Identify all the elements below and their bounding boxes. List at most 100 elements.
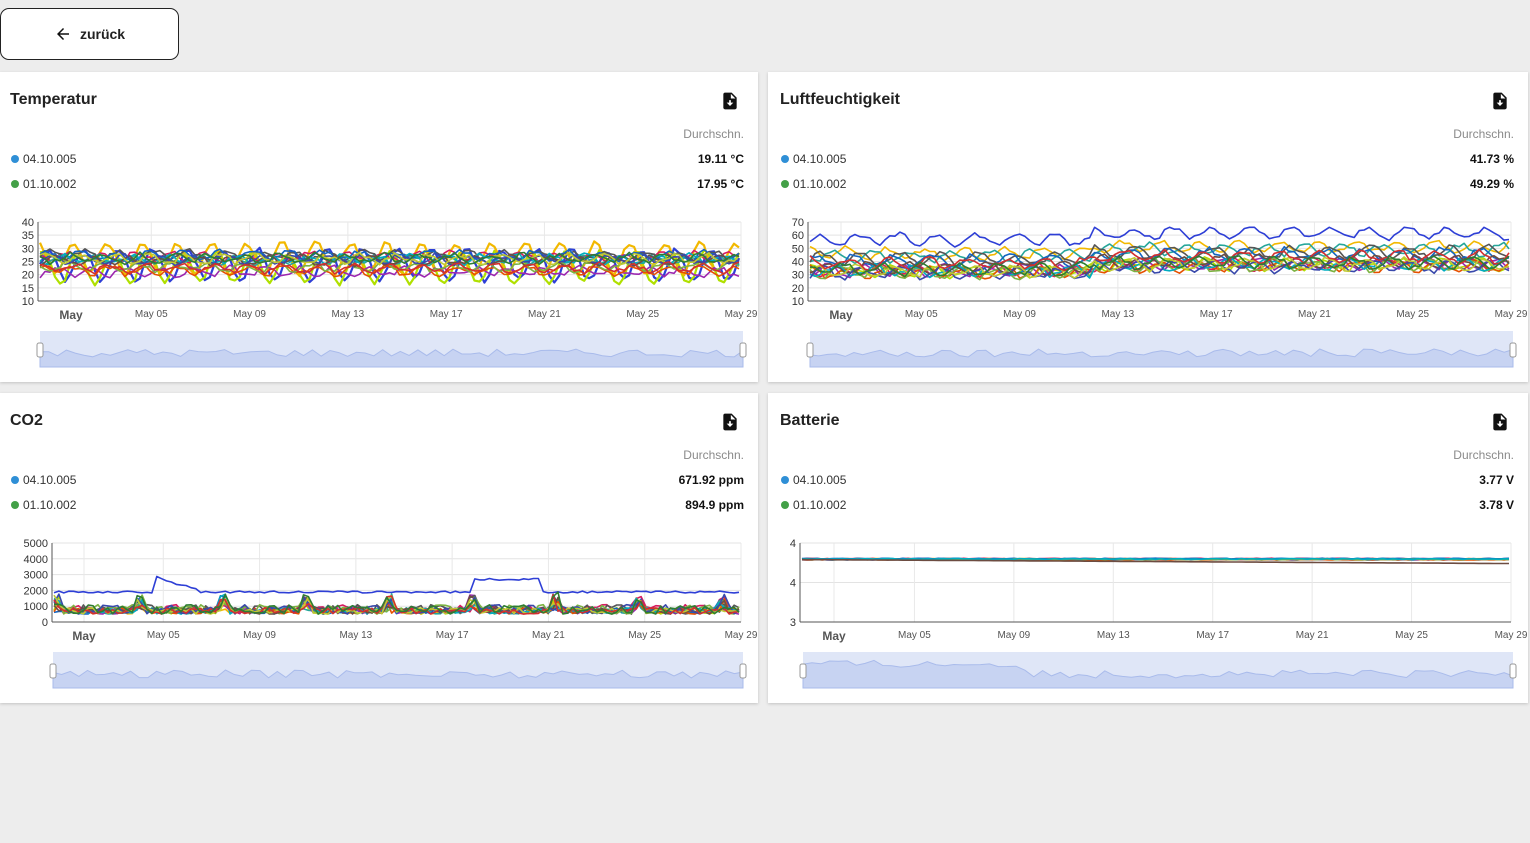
x-tick-label: May 21: [1296, 630, 1329, 641]
back-button[interactable]: zurück: [0, 8, 179, 60]
arrow-left-icon: [56, 28, 69, 40]
x-tick-label: May 25: [628, 630, 661, 641]
y-tick-label: 3: [790, 617, 796, 629]
y-tick-label: 50: [792, 243, 804, 255]
sensor-average-value: 49.29 %: [1469, 177, 1514, 191]
series-line: [39, 251, 740, 266]
x-tick-label: May 13: [339, 630, 372, 641]
sensor-name: 01.10.002: [793, 177, 847, 191]
sensor-name: 01.10.002: [793, 498, 847, 512]
series-line: [801, 557, 1510, 561]
series-line: [53, 591, 740, 615]
y-tick-label: 25: [22, 257, 34, 269]
series-line: [38, 240, 740, 278]
legend-sensor-1[interactable]: 04.10.005: [11, 473, 76, 487]
navigator-right-handle[interactable]: [739, 663, 747, 679]
series-line: [809, 255, 1510, 278]
y-tick-label: 30: [792, 270, 804, 282]
navigator-area: [802, 659, 1514, 689]
x-tick-label: May 09: [1003, 309, 1036, 320]
export-file-icon[interactable]: [720, 90, 740, 112]
legend-sensor-1[interactable]: 04.10.005: [781, 473, 846, 487]
battery-line-chart[interactable]: 4 4 3 May May 05 May 09 May 13 May 17 May 21 May …: [770, 531, 1528, 696]
panel-title: Luftfeuchtigkeit: [780, 91, 900, 108]
navigator-right-handle[interactable]: [1509, 342, 1517, 358]
x-tick-label: May 21: [1298, 309, 1331, 320]
x-tick-label: May 17: [1196, 630, 1229, 641]
navigator-left-handle[interactable]: [799, 663, 807, 679]
x-tick-label: May: [829, 308, 853, 322]
series-line: [39, 261, 740, 275]
legend-sensor-1[interactable]: 04.10.005: [781, 152, 846, 166]
export-file-icon[interactable]: [720, 411, 740, 433]
export-file-icon[interactable]: [1490, 411, 1510, 433]
legend-sensor-2[interactable]: 01.10.002: [11, 177, 76, 191]
navigator-left-handle[interactable]: [806, 342, 814, 358]
x-tick-label: May 17: [1200, 309, 1233, 320]
back-button-label: zurück: [79, 26, 126, 42]
x-tick-label: May 21: [528, 309, 561, 320]
x-tick-label: May: [822, 629, 846, 643]
y-tick-label: 10: [792, 296, 804, 308]
x-tick-label: May 29: [725, 630, 758, 641]
navigator-area: [52, 669, 744, 689]
y-tick-label: 3000: [24, 570, 48, 582]
y-tick-label: 4: [790, 578, 796, 590]
co2-line-chart[interactable]: 5000 4000 3000 2000 1000 0 May May 05 May 09 May …: [0, 531, 758, 696]
y-tick-label: 60: [792, 230, 804, 242]
navigator-left-handle[interactable]: [49, 663, 57, 679]
series-line: [39, 248, 740, 287]
y-tick-label: 4000: [24, 554, 48, 566]
sensor-average-value: 41.73 %: [1469, 152, 1514, 166]
sensor-average-value: 671.92 ppm: [678, 473, 744, 487]
sensor-name: 01.10.002: [23, 177, 77, 191]
x-tick-label: May 05: [135, 309, 168, 320]
legend-sensor-2[interactable]: 01.10.002: [11, 498, 76, 512]
navigator-area: [809, 348, 1514, 368]
x-tick-label: May 13: [1097, 630, 1130, 641]
x-tick-label: May 17: [436, 630, 469, 641]
navigator-left-handle[interactable]: [36, 342, 44, 358]
x-tick-label: May 09: [243, 630, 276, 641]
sensor-name: 04.10.005: [23, 473, 77, 487]
panel-batterie: [768, 393, 1528, 703]
x-tick-label: May: [59, 308, 83, 322]
y-tick-label: 5000: [24, 538, 48, 550]
sensor-name: 04.10.005: [793, 473, 847, 487]
sensor-name: 04.10.005: [793, 152, 847, 166]
panel-temperatur: [0, 72, 758, 382]
series-line: [53, 575, 740, 594]
x-tick-label: May 29: [1495, 309, 1528, 320]
average-label: Durchschn.: [683, 448, 744, 462]
sensor-average-value: 19.11 °C: [697, 152, 744, 166]
sensor-average-value: 3.77 V: [1479, 473, 1514, 487]
x-tick-label: May 05: [905, 309, 938, 320]
sensor-name: 04.10.005: [23, 152, 77, 166]
legend-sensor-1[interactable]: 04.10.005: [11, 152, 76, 166]
series-line: [39, 263, 740, 278]
x-tick-label: May 13: [331, 309, 364, 320]
navigator-right-handle[interactable]: [739, 342, 747, 358]
x-tick-label: May 29: [1495, 630, 1528, 641]
navigator-right-handle[interactable]: [1509, 663, 1517, 679]
x-tick-label: May 09: [233, 309, 266, 320]
x-tick-label: May 05: [147, 630, 180, 641]
average-label: Durchschn.: [683, 127, 744, 141]
x-tick-label: May: [72, 629, 96, 643]
series-line: [809, 226, 1510, 248]
y-tick-label: 1000: [24, 601, 48, 613]
legend-sensor-2[interactable]: 01.10.002: [781, 498, 846, 512]
legend-sensor-2[interactable]: 01.10.002: [781, 177, 846, 191]
x-tick-label: May 25: [1396, 309, 1429, 320]
y-tick-label: 0: [42, 617, 48, 629]
x-tick-label: May 25: [626, 309, 659, 320]
y-tick-label: 35: [22, 230, 34, 242]
y-tick-label: 40: [22, 217, 34, 229]
series-line: [809, 239, 1510, 262]
x-tick-label: May 25: [1395, 630, 1428, 641]
export-file-icon[interactable]: [1490, 90, 1510, 112]
series-line: [809, 248, 1510, 272]
panel-title: CO2: [10, 412, 43, 429]
